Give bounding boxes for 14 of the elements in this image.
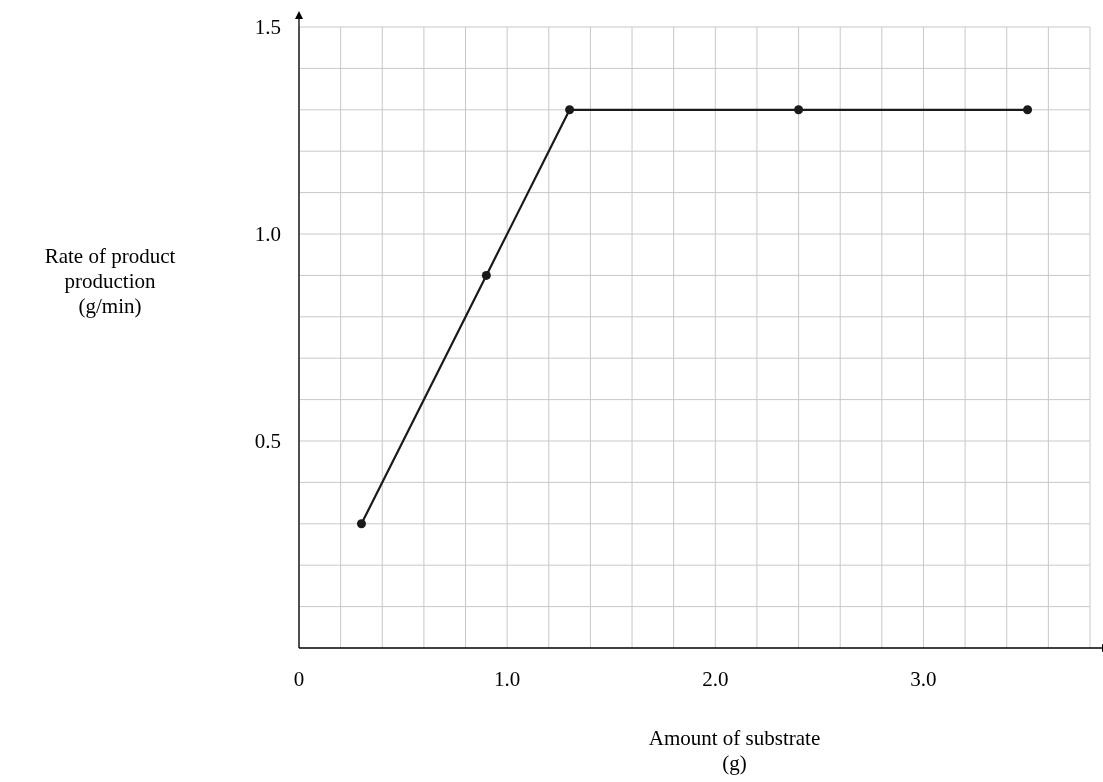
x-axis-title: Amount of substrate (g) [648,726,821,775]
point [481,270,491,280]
y-axis-title: Rate of product production (g/min) [44,243,176,318]
x-tick-label: 0 [293,667,305,691]
point [794,105,804,115]
x-tick-label: 2.0 [702,667,729,691]
point [356,519,366,529]
y-tick-label: 1.5 [254,15,281,39]
point [565,105,575,115]
point [1023,105,1033,115]
y-tick-label: 0.5 [254,429,281,453]
y-tick-label: 1.0 [254,222,281,246]
x-tick-label: 1.0 [494,667,521,691]
x-tick-label: 3.0 [910,667,937,691]
